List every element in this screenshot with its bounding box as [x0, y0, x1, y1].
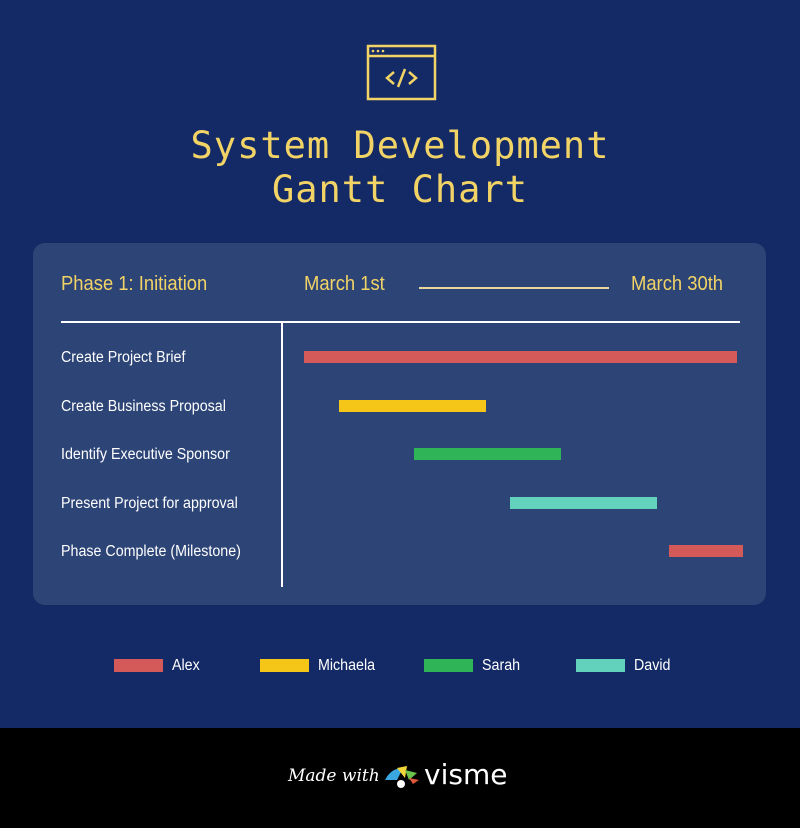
task-label: Phase Complete (Milestone) [61, 543, 241, 560]
task-label: Create Project Brief [61, 349, 186, 366]
gantt-bar [338, 399, 486, 412]
legend-swatch [424, 659, 473, 672]
gantt-panel [33, 243, 766, 605]
legend-label: Alex [172, 657, 200, 674]
title-line-2: Gantt Chart [271, 168, 529, 211]
gantt-bar [669, 545, 743, 557]
gantt-bar [413, 448, 561, 460]
footer: Made with visme [0, 728, 800, 828]
range-end-label: March 30th [631, 273, 724, 295]
legend-label: Michaela [318, 657, 376, 674]
made-with-text: Made with [288, 766, 380, 786]
legend-swatch [114, 659, 163, 672]
range-start-label: March 1st [304, 273, 385, 295]
visme-logo-icon [383, 764, 421, 795]
task-label: Identify Executive Sponsor [61, 446, 230, 463]
title-line-1: System Development [190, 124, 610, 167]
task-label: Create Business Proposal [61, 397, 226, 415]
task-label: Present Project for approval [61, 494, 238, 512]
visme-brand: visme [424, 758, 508, 791]
legend-label: Sarah [482, 657, 521, 674]
header-divider [61, 321, 740, 323]
legend-swatch [576, 659, 625, 672]
gantt-bar [304, 351, 737, 363]
chart-title: System Development Gantt Chart [0, 124, 800, 212]
gantt-bar [509, 496, 658, 509]
legend-swatch [260, 659, 309, 672]
column-divider [281, 323, 283, 587]
code-window-icon [366, 44, 437, 101]
phase-label: Phase 1: Initiation [61, 273, 208, 295]
legend-label: David [634, 657, 671, 674]
range-line [419, 287, 609, 289]
